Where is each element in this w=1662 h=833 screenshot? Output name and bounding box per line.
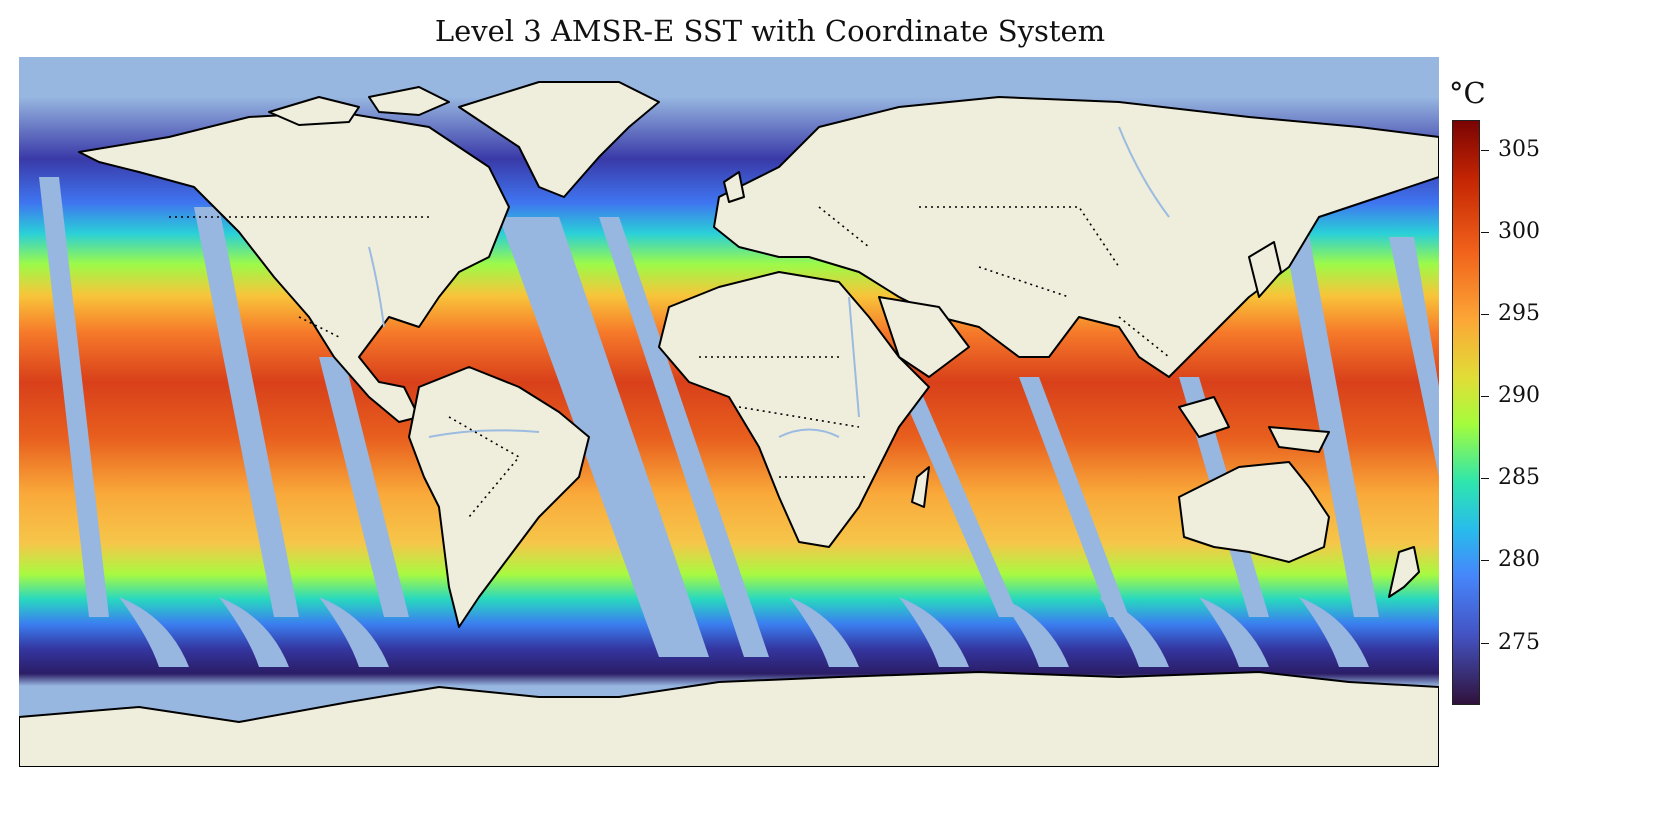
arctic-islands-landmass [368,86,450,116]
south-america-landmass [408,366,590,628]
australia-landmass [1178,461,1330,563]
antarctica-landmass [19,671,1439,767]
river-congo [778,428,840,438]
colorbar-tick-label: 285 [1498,465,1540,491]
eurasia-landmass [713,96,1439,378]
country-borders [169,206,1170,518]
land-masses [19,81,1439,767]
colorbar-tick-label: 295 [1498,300,1540,326]
new-zealand-landmass [1388,546,1420,598]
river-amazon [428,429,540,438]
colorbar-tick-label: 300 [1498,218,1540,244]
river-yenisei [1118,126,1170,218]
borneo-landmass [1178,396,1230,438]
colorbar-tick [1481,396,1489,398]
colorbar [1452,120,1480,705]
sst-map [19,57,1439,767]
arctic-islands-landmass [268,96,360,126]
river-mississippi [368,246,385,328]
colorbar-unit-label: °C [1449,76,1486,110]
colorbar-tick-label: 280 [1498,547,1540,573]
map-title: Level 3 AMSR-E SST with Coordinate Syste… [434,14,1106,48]
colorbar-tick [1481,313,1489,315]
colorbar-tick-label: 275 [1498,629,1540,655]
rivers [368,126,1170,438]
africa-landmass [658,271,930,548]
arabia-landmass [878,296,970,378]
north-america-landmass [78,111,510,423]
madagascar-landmass [911,466,930,508]
colorbar-tick-label: 305 [1498,136,1540,162]
river-nile [848,296,860,418]
colorbar-tick-label: 290 [1498,383,1540,409]
colorbar-tick [1481,231,1489,233]
southern-swath-tips [119,597,1369,667]
uk-landmass [723,171,745,203]
colorbar-tick [1481,149,1489,151]
colorbar-tick [1481,478,1489,480]
colorbar-tick [1481,560,1489,562]
japan-landmass [1248,241,1282,298]
colorbar-tick [1481,642,1489,644]
new-guinea-landmass [1268,426,1330,453]
greenland-landmass [458,81,660,198]
